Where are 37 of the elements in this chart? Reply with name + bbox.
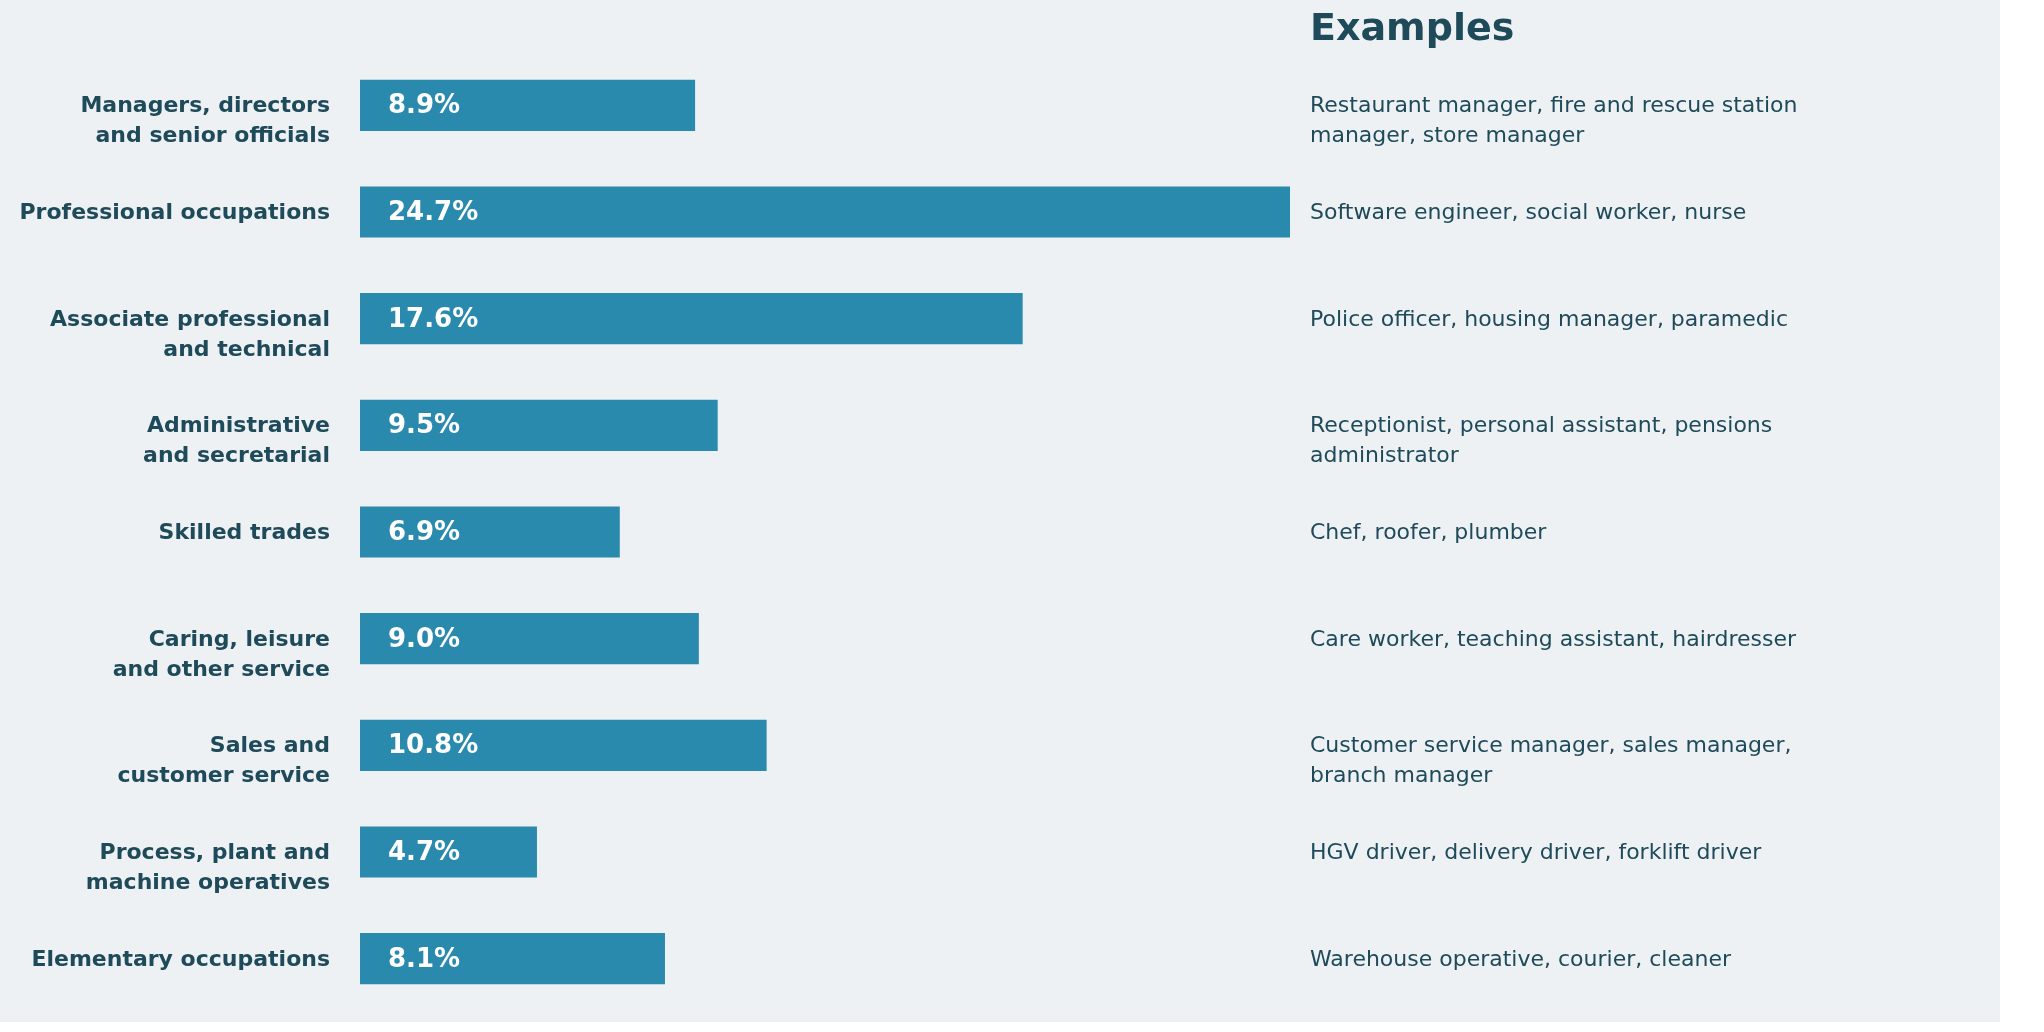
y-tick-label: Elementary occupations	[31, 945, 330, 971]
data-label: 24.7%	[388, 196, 479, 226]
y-tick-label: Process, plant and machine operatives	[85, 839, 330, 894]
text: Receptionist, personal assistant, pensions administrator	[1310, 412, 1773, 468]
text: Police officer, housing manager, paramedic	[1310, 305, 1788, 331]
bar	[360, 613, 699, 665]
bar	[360, 293, 1023, 345]
y-tick-label: Sales and customer service	[117, 732, 330, 788]
data-label: 9.0%	[388, 622, 461, 653]
bar	[360, 933, 665, 985]
bar	[360, 826, 537, 878]
y-tick-label: Managers, directors and senior officials	[80, 92, 330, 148]
text: Examples	[1310, 5, 1515, 49]
data-label: 8.1%	[388, 942, 461, 973]
bar	[360, 399, 718, 451]
data-label: 6.9%	[388, 516, 461, 546]
bar	[360, 719, 767, 771]
text: Customer service manager, sales manager, branch manager	[1310, 732, 1792, 788]
y-tick-label: Skilled trades	[158, 519, 330, 544]
y-tick-label: Caring, leisure and other service	[112, 625, 330, 681]
data-label: 4.7%	[388, 836, 461, 866]
data-label: 9.5%	[388, 409, 461, 440]
text: Care worker, teaching assistant, hairdresser	[1310, 625, 1798, 651]
text: HGV driver, delivery driver, forklift driver	[1310, 839, 1763, 864]
text: Warehouse operative, courier, cleaner	[1310, 945, 1732, 971]
bar	[360, 79, 696, 131]
data-label: 10.8%	[388, 729, 479, 760]
data-label: 17.6%	[388, 302, 479, 333]
text: Software engineer, social worker, nurse	[1310, 199, 1747, 224]
y-tick-label: Administrative and secretarial	[143, 412, 330, 468]
data-label: 8.9%	[388, 89, 461, 120]
bar	[360, 506, 620, 558]
text: Chef, roofer, plumber	[1310, 519, 1548, 544]
bar	[360, 186, 1290, 238]
y-tick-label: Professional occupations	[19, 199, 330, 224]
y-tick-label: Associate professional and technical	[50, 305, 330, 361]
text: Restaurant manager, fire and rescue station manager, store manager	[1310, 92, 1798, 148]
